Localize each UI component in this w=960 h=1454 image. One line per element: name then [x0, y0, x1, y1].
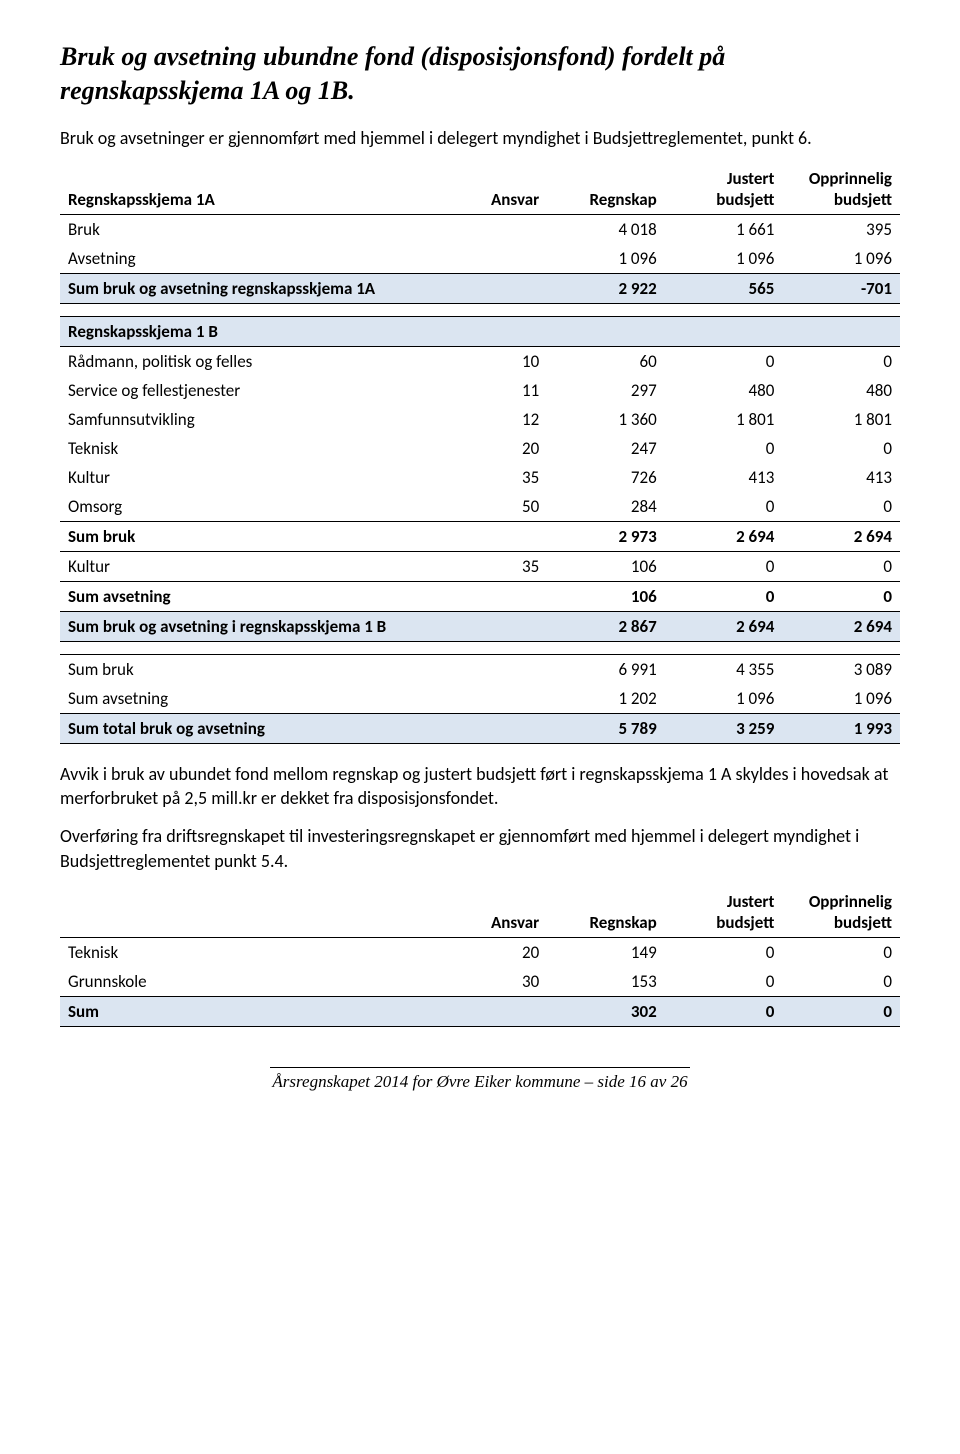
col-ansvar: Ansvar: [446, 887, 547, 938]
table-row: Rådmann, politisk og felles 10 60 0 0: [60, 346, 900, 376]
table-row: Samfunnsutvikling 12 1 360 1 801 1 801: [60, 405, 900, 434]
page-footer: Årsregnskapet 2014 for Øvre Eiker kommun…: [60, 1067, 900, 1092]
col-opprinnelig: Opprinnelig budsjett: [782, 164, 900, 215]
t3-total-row: Sum total bruk og avsetning 5 789 3 259 …: [60, 713, 900, 743]
table-row: Kultur 35 106 0 0: [60, 551, 900, 581]
paragraph-overforing: Overføring fra driftsregnskapet til inve…: [60, 824, 900, 873]
table-row: Grunnskole 30 153 0 0: [60, 967, 900, 997]
table-row: Teknisk 20 149 0 0: [60, 938, 900, 968]
table-1a: Regnskapsskjema 1A Ansvar Regnskap Juste…: [60, 164, 900, 744]
t2-sumbruk-row: Sum bruk 2 973 2 694 2 694: [60, 521, 900, 551]
t1-header: Regnskapsskjema 1A: [60, 164, 446, 215]
t3-sumavs-row: Sum avsetning 1 202 1 096 1 096: [60, 684, 900, 714]
col-regnskap: Regnskap: [547, 164, 665, 215]
footer-text: Årsregnskapet 2014 for Øvre Eiker kommun…: [272, 1072, 687, 1091]
col-justert: Justert budsjett: [665, 887, 783, 938]
table-row: Avsetning 1 096 1 096 1 096: [60, 244, 900, 274]
table-row: Teknisk 20 247 0 0: [60, 434, 900, 463]
intro-paragraph: Bruk og avsetninger er gjennomført med h…: [60, 126, 900, 150]
table-row: Omsorg 50 284 0 0: [60, 492, 900, 522]
footer-divider: [270, 1067, 690, 1068]
col-regnskap: Regnskap: [547, 887, 665, 938]
col-ansvar: Ansvar: [446, 164, 547, 215]
page-title: Bruk og avsetning ubundne fond (disposis…: [60, 40, 900, 108]
t3-sumbruk-row: Sum bruk 6 991 4 355 3 089: [60, 654, 900, 684]
paragraph-avvik: Avvik i bruk av ubundet fond mellom regn…: [60, 762, 900, 811]
t2-sumavs-row: Sum avsetning 106 0 0: [60, 581, 900, 611]
table-row: Bruk 4 018 1 661 395: [60, 214, 900, 244]
table-row: Service og fellestjenester 11 297 480 48…: [60, 376, 900, 405]
t4-empty-head: [60, 887, 446, 938]
t2-sum1b-row: Sum bruk og avsetning i regnskapsskjema …: [60, 611, 900, 641]
t4-sum-row: Sum 302 0 0: [60, 997, 900, 1027]
t1-sum-row: Sum bruk og avsetning regnskapsskjema 1A…: [60, 273, 900, 303]
table-overforing: Ansvar Regnskap Justert budsjett Opprinn…: [60, 887, 900, 1027]
table-row: Kultur 35 726 413 413: [60, 463, 900, 492]
col-opprinnelig: Opprinnelig budsjett: [782, 887, 900, 938]
col-justert: Justert budsjett: [665, 164, 783, 215]
t2-header-row: Regnskapsskjema 1 B: [60, 316, 900, 346]
